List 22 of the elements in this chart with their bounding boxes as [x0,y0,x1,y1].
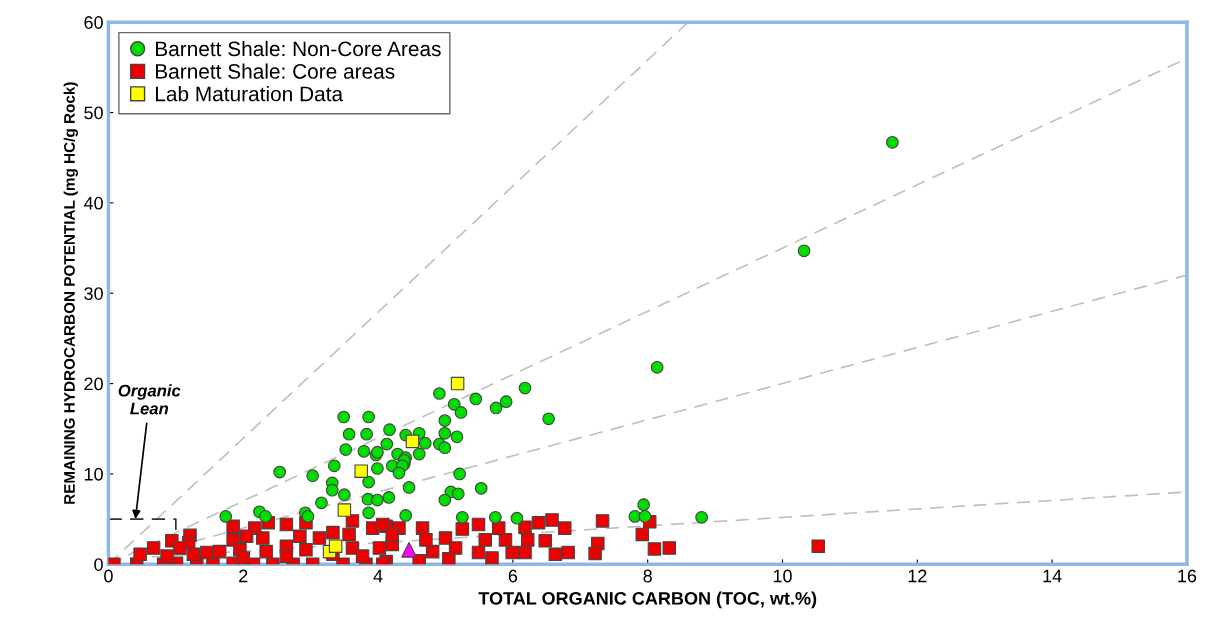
x-tick-label: 8 [643,569,652,583]
x-tick-label: 12 [908,569,927,583]
y-tick-label: 50 [84,106,103,120]
y-tick-label: 60 [84,16,103,29]
x-tick-label: 2 [239,569,248,583]
y-tick-label: 10 [84,467,103,481]
legend-label: Lab Maturation Data [155,86,344,102]
y-tick-label: 40 [83,196,103,210]
legend-label: Barnett Shale: Non-Core Areas [155,40,441,57]
y-axis-title: REMAINING HYDROCARBON POTENTIAL (mg HC/g Rock) [63,82,78,504]
x-tick-label: 14 [1043,569,1062,583]
y-tick-label: 30 [84,287,103,300]
x-tick-label: 10 [773,569,792,583]
y-tick-label: 0 [94,558,103,571]
x-tick-label: 16 [1178,569,1197,583]
x-tick-label: 4 [373,569,383,583]
x-tick-label: 0 [104,569,113,583]
x-axis-title: TOTAL ORGANIC CARBON (TOC, wt.%) [478,591,817,609]
x-tick-label: 6 [508,569,518,583]
annotation: Organic Lean [118,384,181,415]
legend-label: Barnett Shale: Core areas [155,63,395,79]
y-tick-label: 20 [84,377,103,391]
